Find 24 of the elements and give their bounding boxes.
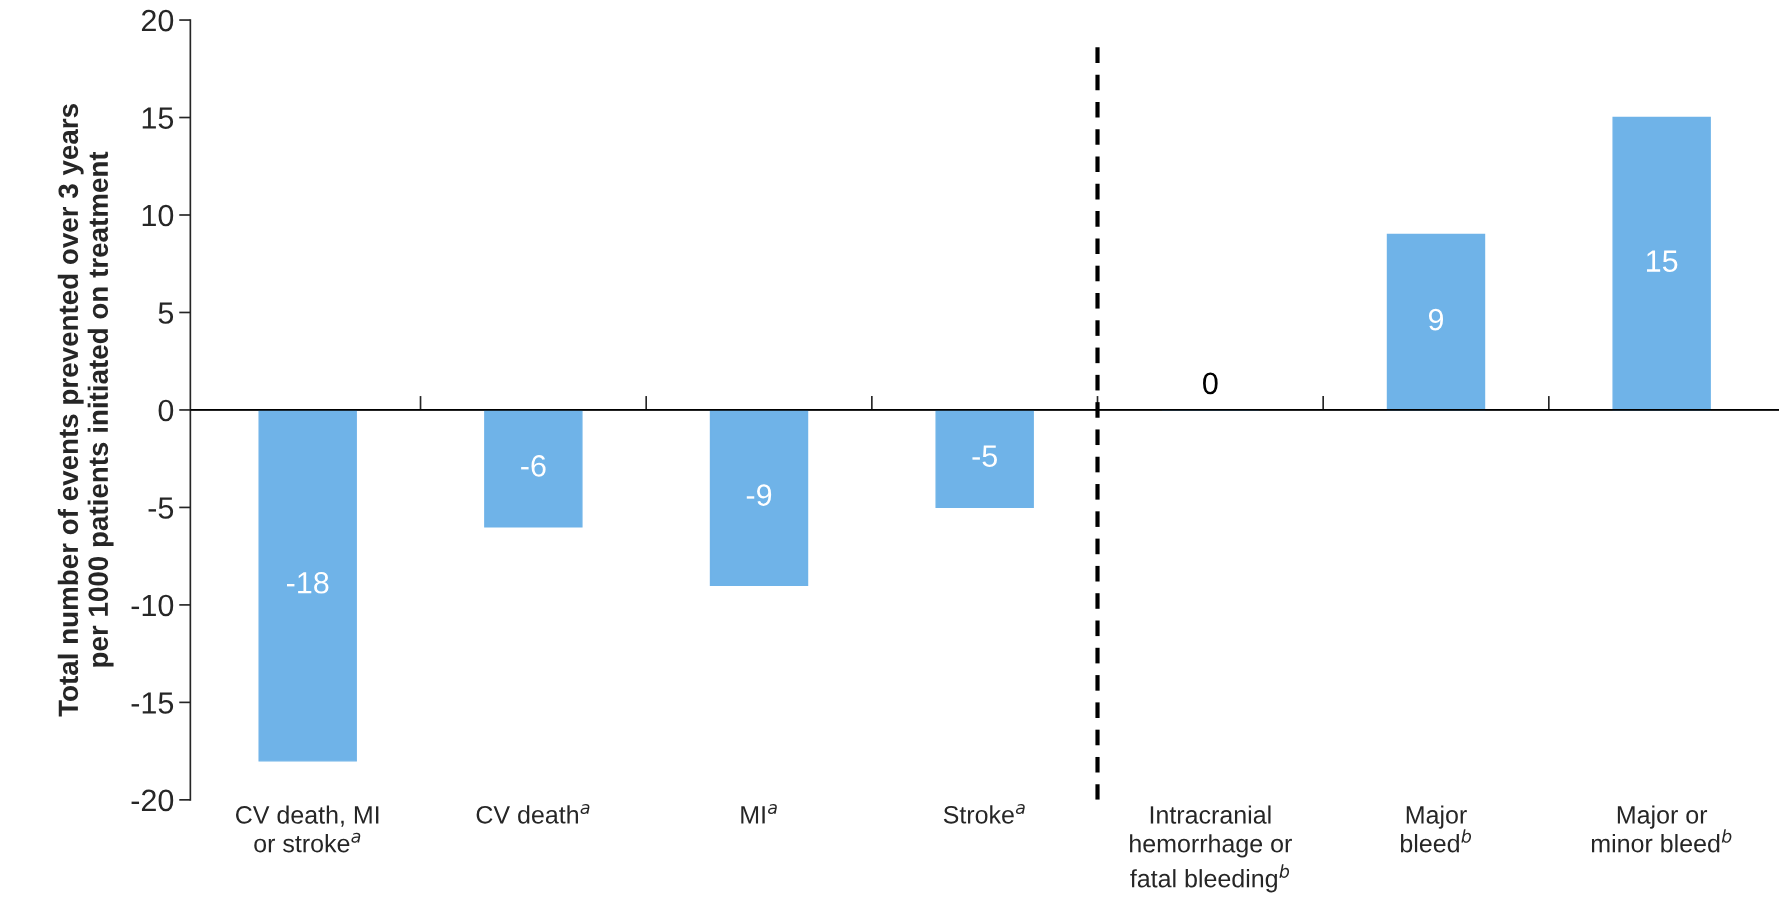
x-tick-label: CV death$^{a}$ <box>476 804 590 824</box>
y-tick-label: 5 <box>158 302 174 324</box>
data-label: -6 <box>521 455 546 477</box>
x-tick-label: Intracranial hemorrhage or fatal bleeding$^{b}$ <box>1130 805 1292 893</box>
x-tick-label: Stroke$^{a}$ <box>943 804 1025 824</box>
y-tick-label: 15 <box>142 107 174 129</box>
data-label: 9 <box>1428 308 1444 331</box>
y-tick-label: 20 <box>141 9 174 32</box>
y-tick-label: 10 <box>142 204 174 227</box>
y-tick-label: -15 <box>131 692 174 714</box>
data-label: -9 <box>746 484 772 506</box>
x-tick-label: Major or minor bleed$^{b}$ <box>1591 805 1732 853</box>
y-axis-title: Total number of events prevented over 3 years per 1000 patients initiated on treatment <box>57 104 114 717</box>
x-tick-label: MI$^{a}$ <box>741 804 777 824</box>
x-tick-label: Major bleed$^{b}$ <box>1400 805 1472 853</box>
y-tick-label: -5 <box>148 497 174 519</box>
y-tick-label: -10 <box>131 594 174 617</box>
data-label: -18 <box>286 571 329 594</box>
data-label: 0 <box>1203 372 1218 395</box>
y-tick-label: -20 <box>131 789 174 812</box>
y-tick-label: 0 <box>158 399 174 422</box>
data-label: 15 <box>1646 250 1678 272</box>
x-tick-label: CV death, MI or stroke$^{a}$ <box>236 805 379 853</box>
data-label: -5 <box>972 445 997 467</box>
